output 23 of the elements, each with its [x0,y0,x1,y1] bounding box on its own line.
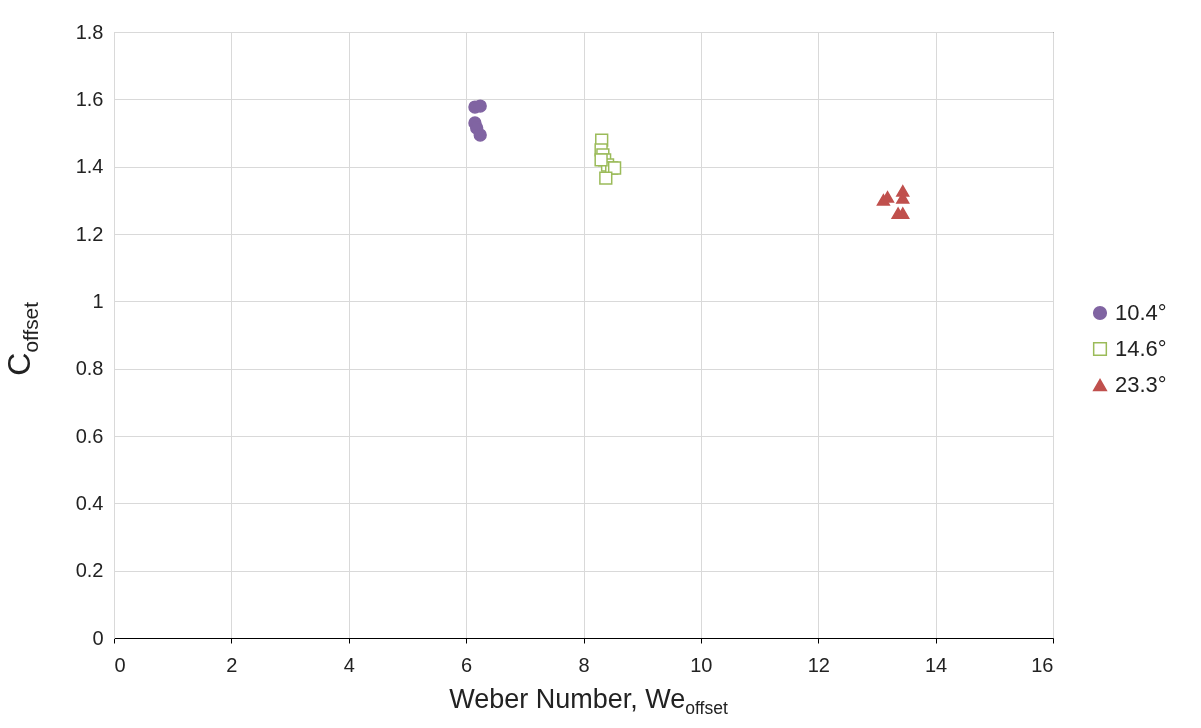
legend-label: 14.6° [1115,336,1167,361]
y-tick-label: 0.2 [75,559,104,582]
y-tick-label: 1.4 [75,155,104,178]
x-tick-label: 12 [807,653,830,676]
x-tick-label: 0 [114,653,126,676]
legend-label: 23.3° [1115,372,1167,397]
x-tick-label: 8 [578,653,590,676]
x-tick-label: 16 [1031,653,1054,676]
y-tick-label: 1.8 [75,20,104,43]
x-tick-label: 14 [925,653,948,676]
y-tick-label: 1 [92,289,104,312]
legend-label: 10.4° [1115,300,1167,325]
y-tick-label: 0.4 [75,491,104,514]
x-tick-label: 6 [461,653,473,676]
x-axis-title: Weber Number, We$_{offset}$ [448,684,729,720]
x-tick-label: 10 [690,653,713,676]
y-tick-label: 0.8 [75,357,104,380]
x-tick-label: 4 [343,653,355,676]
y-tick-label: 1.6 [75,87,104,110]
y-tick-label: 0.6 [75,424,104,447]
x-tick-label: 2 [226,653,238,676]
y-tick-label: 1.2 [75,222,104,245]
y-tick-label: 0 [92,626,104,649]
